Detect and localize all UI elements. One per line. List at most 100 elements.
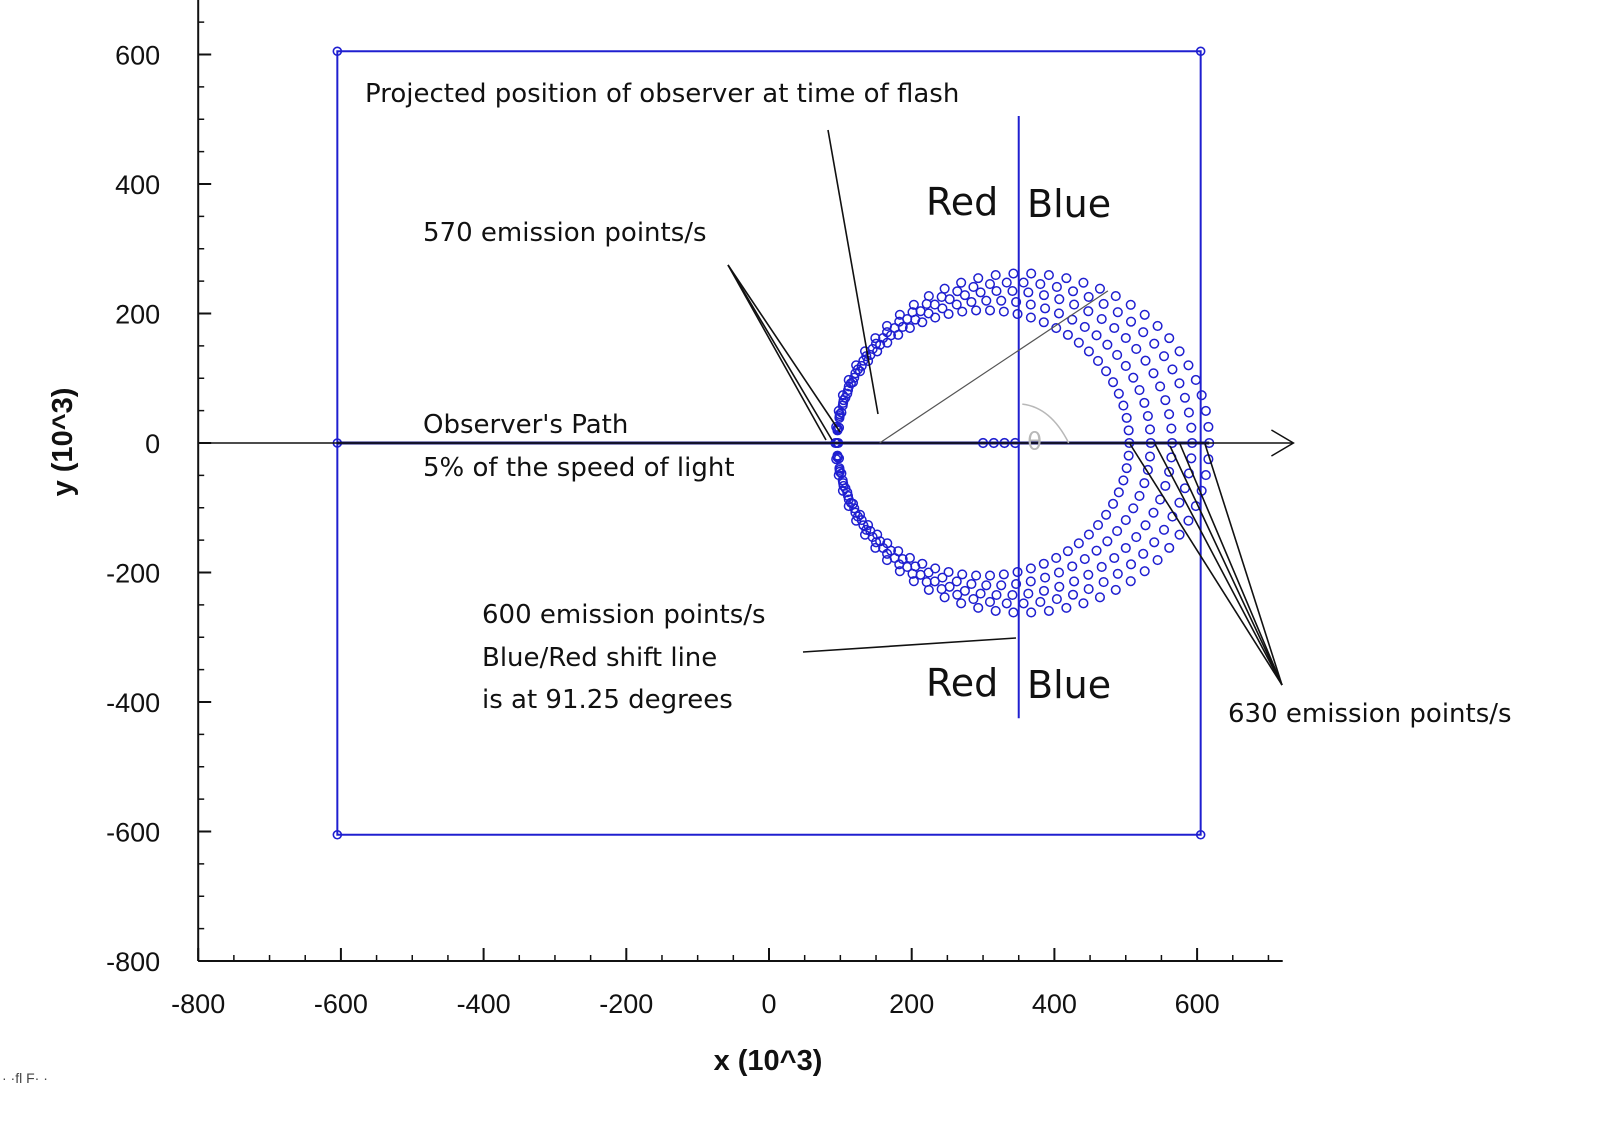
emission-point xyxy=(1200,405,1211,416)
emission-point xyxy=(1035,279,1046,290)
emission-point xyxy=(1079,321,1090,333)
emission-point xyxy=(1102,339,1113,350)
emission-point xyxy=(1200,470,1211,481)
emission-point xyxy=(1112,307,1123,318)
emission-point xyxy=(1038,585,1050,596)
emission-point xyxy=(1008,268,1019,279)
emission-point xyxy=(1160,395,1171,406)
emission-point xyxy=(859,529,871,540)
y-tick-label: 200 xyxy=(115,300,160,330)
emission-point xyxy=(1120,542,1131,554)
emission-point xyxy=(1069,576,1080,587)
emission-point xyxy=(851,515,862,526)
emission-point xyxy=(1096,314,1107,325)
annotation-rate-630: 630 emission points/s xyxy=(1228,699,1512,729)
emission-point xyxy=(1110,291,1121,302)
emission-point xyxy=(1011,296,1022,308)
emission-point xyxy=(1023,287,1034,298)
emission-point xyxy=(1025,299,1036,310)
emission-point xyxy=(1109,322,1120,334)
emission-point xyxy=(1166,423,1177,434)
emission-point xyxy=(1051,552,1062,564)
emission-point xyxy=(1139,309,1150,320)
emission-point xyxy=(1053,308,1065,319)
emission-point xyxy=(1054,581,1065,592)
leader-rate-630 xyxy=(1204,443,1283,686)
emission-point xyxy=(849,372,860,383)
emission-point xyxy=(871,338,882,349)
emission-point xyxy=(843,374,854,385)
emission-point xyxy=(1125,576,1136,587)
emission-point xyxy=(1128,503,1139,514)
emission-point xyxy=(1186,422,1197,433)
emission-point xyxy=(1067,314,1078,325)
emission-point xyxy=(959,290,970,301)
emission-point xyxy=(1121,463,1132,474)
emission-point xyxy=(1108,498,1119,509)
x-tick-label: -600 xyxy=(314,989,368,1019)
emission-point xyxy=(1012,566,1023,578)
emission-point xyxy=(1152,555,1163,566)
emission-point xyxy=(1140,355,1151,366)
emission-point xyxy=(1120,332,1131,344)
emission-point xyxy=(991,285,1002,297)
emission-point xyxy=(882,327,893,338)
y-tick-label: 600 xyxy=(115,41,160,71)
emission-point xyxy=(959,585,970,596)
emission-point xyxy=(1051,594,1062,605)
emission-point xyxy=(838,480,849,491)
emission-point xyxy=(1110,584,1121,595)
leader-rate-630 xyxy=(1154,443,1283,686)
emission-point xyxy=(1053,567,1065,578)
emission-point xyxy=(968,594,979,605)
emission-point xyxy=(1118,400,1129,411)
emission-point xyxy=(1025,576,1036,587)
arrow-head-icon xyxy=(1271,429,1295,457)
emission-point xyxy=(956,277,967,288)
emission-point xyxy=(907,307,918,318)
emission-point xyxy=(951,299,962,310)
emission-point xyxy=(1083,584,1094,595)
emission-point xyxy=(1112,349,1123,360)
emission-point xyxy=(1120,514,1131,526)
emission-point xyxy=(859,346,871,357)
emission-point xyxy=(1092,355,1104,366)
emission-point xyxy=(1144,451,1156,462)
x-tick-label: -200 xyxy=(599,989,653,1019)
emission-point xyxy=(1183,360,1194,371)
emission-point xyxy=(971,305,982,316)
emission-point xyxy=(836,407,847,418)
emission-point xyxy=(1120,360,1131,372)
emission-point xyxy=(1139,478,1150,489)
emission-point xyxy=(1158,524,1170,535)
emission-point xyxy=(936,291,947,302)
emission-point xyxy=(837,390,848,401)
emission-point xyxy=(831,454,842,465)
emission-point xyxy=(1083,291,1094,302)
emission-point xyxy=(1164,542,1175,553)
emission-point xyxy=(1118,475,1129,486)
emission-point xyxy=(943,566,954,578)
emission-point xyxy=(1011,578,1022,590)
emission-point xyxy=(1149,537,1160,548)
emission-point xyxy=(1179,392,1190,403)
emission-point xyxy=(1001,598,1012,609)
emission-point xyxy=(975,588,986,599)
emission-point xyxy=(1125,299,1136,310)
emission-point xyxy=(939,283,950,294)
emission-point xyxy=(1121,412,1132,423)
emission-point xyxy=(1067,589,1079,600)
frame-corner-point xyxy=(332,46,343,57)
emission-point xyxy=(915,569,926,580)
emission-point xyxy=(836,468,847,479)
y-tick-label: -200 xyxy=(106,559,160,589)
emission-point xyxy=(981,295,992,306)
emission-point xyxy=(1164,466,1175,477)
emission-point xyxy=(923,584,934,595)
emission-point xyxy=(908,576,919,587)
emission-point xyxy=(1123,425,1134,436)
emission-point xyxy=(840,392,851,403)
x-axis-label: x (10^3) xyxy=(714,1045,823,1077)
emission-point xyxy=(1131,343,1142,354)
